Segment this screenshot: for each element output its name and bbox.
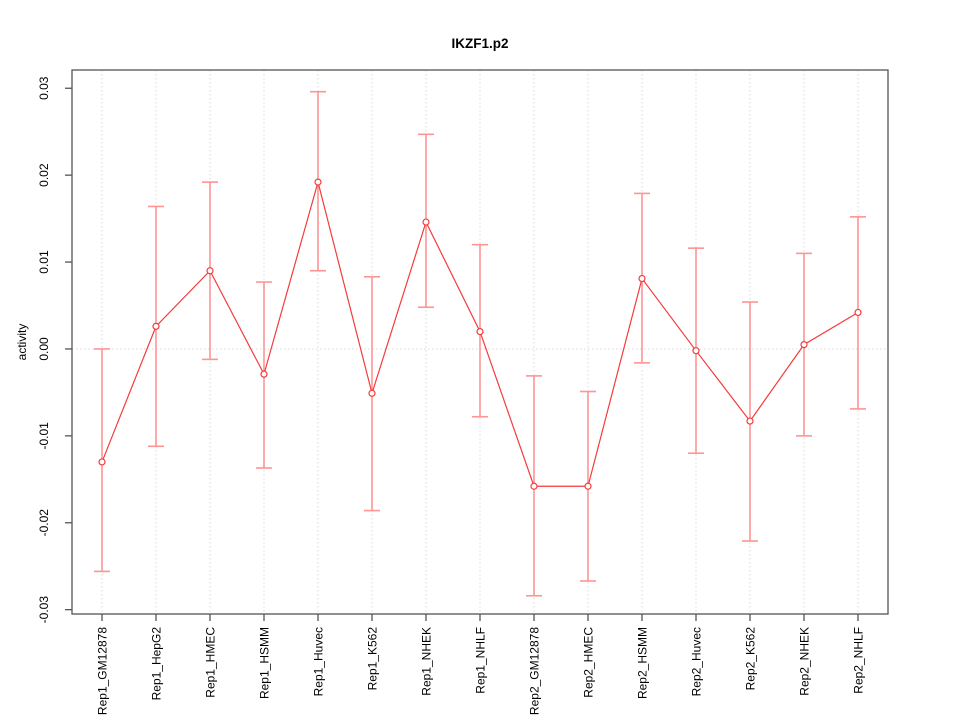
y-tick-label: -0.02: [37, 509, 51, 537]
x-tick-label: Rep1_GM12878: [96, 627, 110, 715]
y-tick-label: 0.03: [37, 76, 51, 100]
x-tick-label: Rep1_NHEK: [420, 627, 434, 696]
data-point: [530, 482, 538, 490]
data-point: [206, 267, 214, 275]
x-tick-label: Rep2_K562: [744, 627, 758, 691]
data-point: [746, 417, 754, 425]
plot-area: -0.03 -0.02 -0.01 0.00 0.01 0.02 0.03 Rep1_GM12…: [37, 69, 889, 715]
x-tick-label: Rep1_HepG2: [150, 627, 164, 701]
x-tick-label: Rep2_HMEC: [582, 627, 596, 698]
data-point: [800, 341, 808, 349]
x-tick-label: Rep1_HMEC: [204, 627, 218, 698]
x-tick-label: Rep2_GM12878: [528, 627, 542, 715]
x-tick-label: Rep2_HSMM: [636, 627, 650, 699]
chart-title: IKZF1.p2: [451, 36, 508, 51]
data-point: [152, 322, 160, 330]
x-tick-label: Rep2_Huvec: [690, 627, 704, 696]
y-tick-label: 0.01: [37, 250, 51, 274]
data-point: [422, 218, 430, 226]
y-tick-label: -0.01: [37, 422, 51, 450]
data-point: [692, 347, 700, 355]
x-tick-label: Rep1_NHLF: [474, 627, 488, 694]
x-tick-label: Rep2_NHLF: [852, 627, 866, 694]
y-tick-label: 0.00: [37, 337, 51, 361]
x-tick-label: Rep1_Huvec: [312, 627, 326, 696]
data-point: [260, 370, 268, 378]
x-tick-label: Rep1_K562: [366, 627, 380, 691]
data-point: [584, 482, 592, 490]
y-axis-title: activity: [15, 324, 29, 361]
data-point: [476, 327, 484, 336]
data-point: [854, 308, 862, 317]
data-point: [638, 274, 646, 283]
x-tick-label: Rep2_NHEK: [798, 627, 812, 696]
data-point: [368, 389, 376, 397]
x-tick-label: Rep1_HSMM: [258, 627, 272, 699]
data-point: [314, 178, 322, 186]
y-tick-label: -0.03: [37, 596, 51, 624]
data-point: [98, 458, 106, 466]
y-tick-label: 0.02: [37, 163, 51, 187]
